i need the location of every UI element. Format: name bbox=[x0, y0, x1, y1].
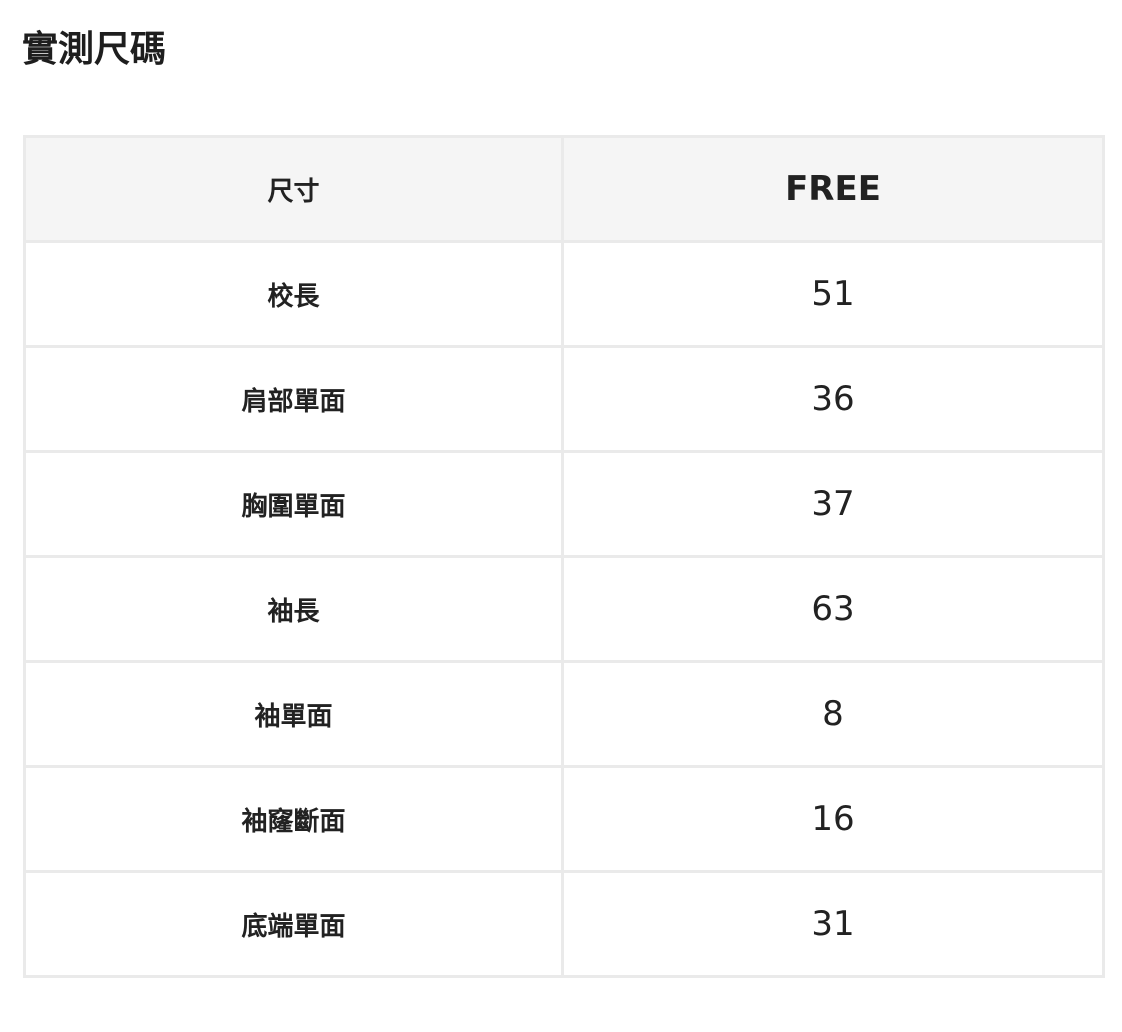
table-row: 肩部單面 36 bbox=[23, 345, 1105, 453]
row-value: 36 bbox=[561, 345, 1105, 453]
header-free: FREE bbox=[561, 135, 1105, 243]
table-row: 袖長 63 bbox=[23, 555, 1105, 663]
row-label: 肩部單面 bbox=[23, 345, 564, 453]
table-header-row: 尺寸 FREE bbox=[23, 135, 1105, 243]
row-label: 校長 bbox=[23, 240, 564, 348]
row-value: 63 bbox=[561, 555, 1105, 663]
row-label: 袖單面 bbox=[23, 660, 564, 768]
row-label: 袖長 bbox=[23, 555, 564, 663]
row-value: 37 bbox=[561, 450, 1105, 558]
row-value: 8 bbox=[561, 660, 1105, 768]
table-row: 袖窿斷面 16 bbox=[23, 765, 1105, 873]
row-label: 底端單面 bbox=[23, 870, 564, 978]
page-title: 實測尺碼 bbox=[22, 29, 167, 70]
row-label: 袖窿斷面 bbox=[23, 765, 564, 873]
table-row: 校長 51 bbox=[23, 240, 1105, 348]
table-row: 底端單面 31 bbox=[23, 870, 1105, 978]
row-value: 31 bbox=[561, 870, 1105, 978]
row-value: 51 bbox=[561, 240, 1105, 348]
table-row: 袖單面 8 bbox=[23, 660, 1105, 768]
size-table: 尺寸 FREE 校長 51 肩部單面 36 胸圍單面 37 袖長 63 袖單面 8 袖窿斷面 16 底端… bbox=[23, 135, 1105, 978]
row-value: 16 bbox=[561, 765, 1105, 873]
table-row: 胸圍單面 37 bbox=[23, 450, 1105, 558]
row-label: 胸圍單面 bbox=[23, 450, 564, 558]
header-size-label: 尺寸 bbox=[23, 135, 564, 243]
